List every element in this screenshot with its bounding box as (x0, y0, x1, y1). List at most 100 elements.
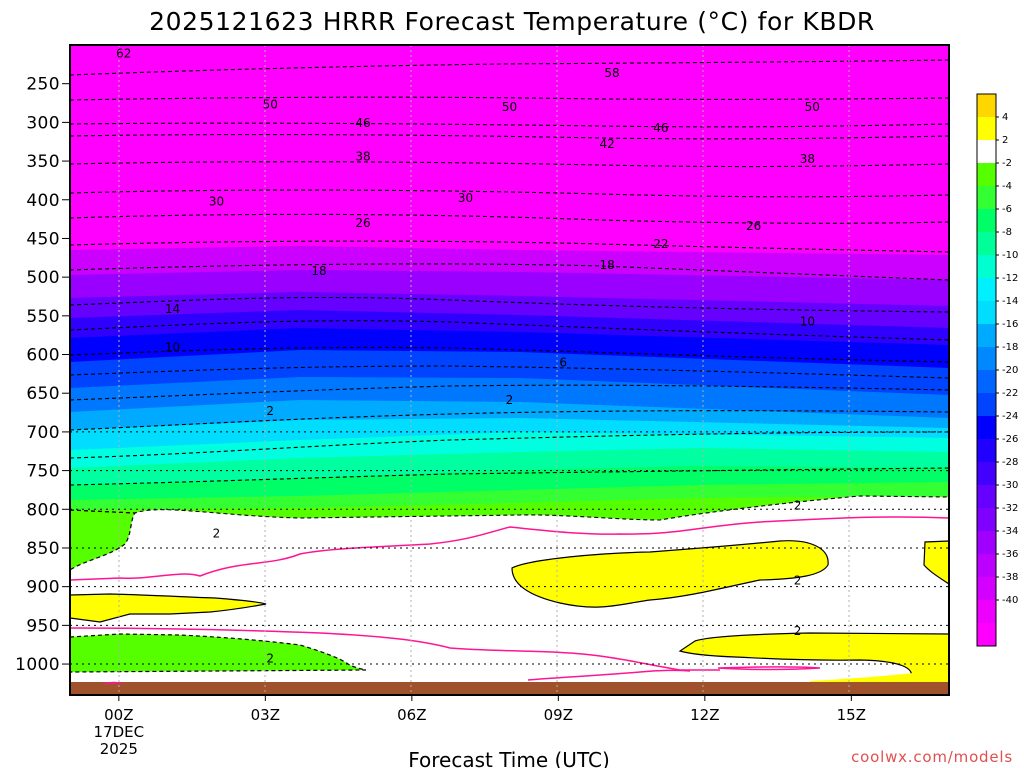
y-tick-label: 350 (26, 152, 60, 172)
contour-label: 22 (653, 237, 668, 251)
contour-label-text: 46 (355, 116, 370, 130)
colorbar-label: -8 (1002, 227, 1012, 238)
contour-label: 2 (794, 624, 802, 638)
colorbar-swatch (977, 324, 996, 348)
x-tick-label: 00Z (104, 706, 133, 724)
y-tick-label: 700 (26, 423, 60, 443)
contour-label: 38 (800, 152, 815, 166)
contour-label-text: 18 (311, 264, 326, 278)
colorbar-label: -22 (1002, 388, 1018, 399)
contour-label-text: 50 (502, 100, 517, 114)
contour-label-text: 26 (746, 219, 761, 233)
warm-pocket-780 (511, 540, 829, 608)
contour-label-text: 58 (604, 66, 619, 80)
colorbar-label: -38 (1002, 572, 1018, 583)
contour-label: 50 (502, 100, 517, 114)
y-tick-label: 800 (26, 500, 60, 520)
colorbar-swatch (977, 393, 996, 417)
contour-label-text: 2 (266, 404, 274, 418)
cool-pocket-950 (70, 633, 367, 673)
colorbar-swatch (977, 416, 996, 440)
contour-label: 46 (653, 121, 668, 135)
colorbar-swatch (977, 508, 996, 532)
x-tick-date: 17DEC (94, 723, 145, 741)
contour-label: 2 (794, 498, 802, 512)
colorbar-swatch (977, 462, 996, 486)
contour-label: 6 (559, 355, 567, 369)
contour-label-text: 30 (209, 194, 224, 208)
colorbar-swatch (977, 347, 996, 371)
colorbar-swatch (977, 163, 996, 187)
y-tick-label: 300 (26, 113, 60, 133)
colorbar-swatch (977, 439, 996, 463)
y-tick-label: 900 (26, 578, 60, 598)
contour-label: 38 (355, 149, 370, 163)
contour-label-text: 38 (355, 149, 370, 163)
y-tick-label: 500 (26, 268, 60, 288)
contour-label: 2 (266, 404, 274, 418)
contour-label: 2 (213, 526, 221, 540)
y-tick-label: 250 (26, 75, 60, 95)
contour-label-text: 2 (266, 652, 274, 666)
contour-label-text: 30 (458, 191, 473, 205)
colorbar-label: -36 (1002, 549, 1018, 560)
contour-label-text: 6 (559, 355, 567, 369)
contour-label-text: 62 (116, 47, 131, 61)
contour-label-text: 38 (800, 152, 815, 166)
contour-label-text: 50 (805, 100, 820, 114)
colorbar-swatch (977, 278, 996, 302)
colorbar-swatch (977, 232, 996, 256)
colorbar-swatch (977, 255, 996, 279)
contour-label: 42 (600, 137, 615, 151)
contour-label: 2 (506, 393, 514, 407)
horizontal-gridlines (70, 431, 949, 665)
contour-label-text: 10 (165, 341, 180, 355)
contour-label: 58 (604, 66, 619, 80)
colorbar-label: -6 (1002, 204, 1012, 215)
x-tick-label: 09Z (544, 706, 573, 724)
x-tick-label: 03Z (251, 706, 280, 724)
colorbar-label: -2 (1002, 158, 1012, 169)
colorbar-swatch (977, 600, 996, 624)
colorbar-label: -30 (1002, 480, 1018, 491)
contour-label: 10 (800, 314, 815, 328)
x-axis-label: Forecast Time (UTC) (408, 748, 610, 768)
y-tick-label: 450 (26, 229, 60, 249)
x-tick-label: 12Z (690, 706, 719, 724)
colorbar-label: -28 (1002, 457, 1018, 468)
y-axis: 250 300 350 400 450 500 550 600 650 700 750 800 850 9… (15, 75, 70, 675)
warm-pocket-930 (678, 632, 949, 681)
warm-pocket-surface (810, 668, 949, 682)
colorbar-label: -34 (1002, 526, 1018, 537)
y-tick-label: 600 (26, 346, 60, 366)
contour-label: 18 (311, 264, 326, 278)
contour-label: 62 (116, 47, 131, 61)
colorbar-swatch (977, 140, 996, 164)
colorbar-swatch (977, 94, 996, 118)
x-tick-label: 06Z (397, 706, 426, 724)
colorbar-swatch (977, 577, 996, 601)
y-tick-label: 750 (26, 462, 60, 482)
contour-label-text: 50 (263, 98, 278, 112)
y-tick-label: 650 (26, 384, 60, 404)
contour-label-text: 2 (794, 624, 802, 638)
plot-frame (69, 44, 950, 696)
colorbar: 4 2 -2 -4 -6 -8 -10 -12 -14 -16 -18 -20 -22 -24 -26 -28… (976, 93, 1018, 647)
colorbar-label: -16 (1002, 319, 1018, 330)
credit-text: coolwx.com/models (851, 748, 1013, 766)
colorbar-label: -32 (1002, 503, 1018, 514)
colorbar-label: 4 (1002, 112, 1008, 123)
colorbar-swatch (977, 370, 996, 394)
chart-title: 2025121623 HRRR Forecast Temperature (°C… (149, 7, 875, 36)
colorbar-swatch (977, 623, 996, 647)
y-tick-label: 550 (26, 307, 60, 327)
x-tick-label: 15Z (837, 706, 866, 724)
colorbar-label: -12 (1002, 273, 1018, 284)
contour-label-text: 26 (355, 216, 370, 230)
y-tick-label: 950 (26, 616, 60, 636)
colorbar-swatch (977, 186, 996, 210)
colorbar-label: -24 (1002, 411, 1018, 422)
isotherm-lines (70, 59, 949, 521)
